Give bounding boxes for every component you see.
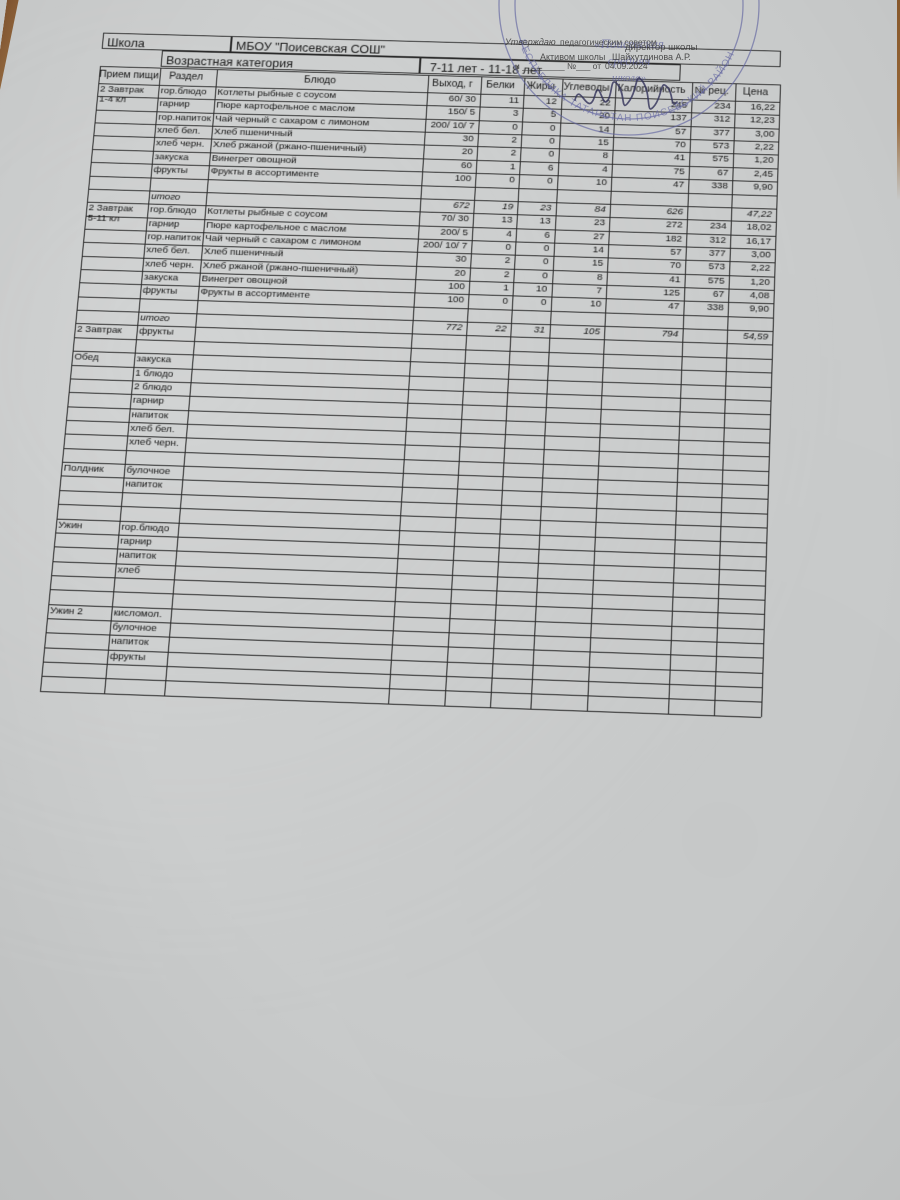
svg-text:школа»: школа» xyxy=(612,72,646,84)
